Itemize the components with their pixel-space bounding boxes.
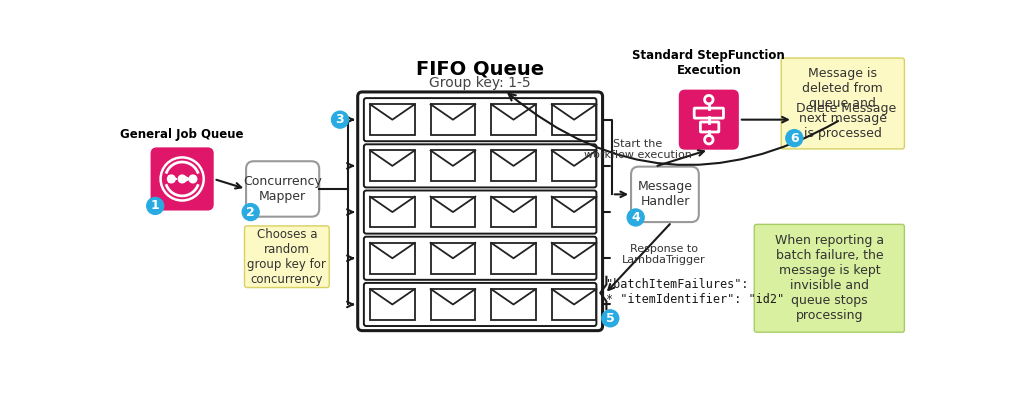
FancyBboxPatch shape	[357, 92, 602, 331]
Text: "batchItemFailures":
* "itemIdentifier": "id2": "batchItemFailures": * "itemIdentifier":…	[606, 278, 784, 306]
Bar	[492, 243, 536, 274]
Text: Delete Message: Delete Message	[796, 102, 896, 115]
Circle shape	[785, 130, 803, 147]
Text: Start the
workflow execution: Start the workflow execution	[584, 139, 692, 160]
Circle shape	[168, 175, 175, 183]
FancyBboxPatch shape	[631, 167, 698, 222]
FancyBboxPatch shape	[364, 191, 596, 234]
FancyBboxPatch shape	[364, 283, 596, 326]
Bar	[370, 197, 415, 227]
FancyBboxPatch shape	[781, 58, 904, 149]
Text: 3: 3	[336, 113, 344, 126]
Text: 4: 4	[632, 211, 640, 224]
FancyBboxPatch shape	[364, 98, 596, 141]
Bar	[431, 197, 475, 227]
Text: Response to
LambdaTrigger: Response to LambdaTrigger	[623, 243, 706, 265]
Text: 5: 5	[606, 312, 614, 325]
Bar	[552, 289, 596, 320]
Bar	[370, 289, 415, 320]
Bar	[552, 151, 596, 181]
Circle shape	[628, 209, 644, 226]
Text: Message is
deleted from
queue and
next message
is processed: Message is deleted from queue and next m…	[799, 67, 887, 140]
Text: When reporting a
batch failure, the
message is kept
invisible and
queue stops
pr: When reporting a batch failure, the mess…	[775, 234, 884, 322]
FancyBboxPatch shape	[246, 161, 319, 217]
FancyBboxPatch shape	[755, 224, 904, 332]
Bar	[370, 104, 415, 135]
Circle shape	[146, 197, 164, 214]
FancyBboxPatch shape	[364, 237, 596, 280]
Bar	[552, 104, 596, 135]
Circle shape	[602, 310, 618, 327]
Bar	[431, 151, 475, 181]
Text: General Job Queue: General Job Queue	[121, 128, 244, 141]
FancyBboxPatch shape	[364, 144, 596, 188]
Circle shape	[243, 204, 259, 221]
Text: Concurrency
Mapper: Concurrency Mapper	[243, 175, 323, 203]
Text: 6: 6	[790, 132, 799, 145]
Bar	[370, 243, 415, 274]
Text: Chooses a
random
group key for
concurrency: Chooses a random group key for concurren…	[248, 228, 327, 286]
Circle shape	[178, 175, 186, 183]
Bar	[552, 197, 596, 227]
Bar	[492, 197, 536, 227]
Circle shape	[332, 111, 348, 128]
Text: Message
Handler: Message Handler	[637, 180, 692, 208]
Bar	[492, 151, 536, 181]
Text: Group key: 1-5: Group key: 1-5	[429, 76, 531, 90]
Bar	[370, 151, 415, 181]
Text: 1: 1	[151, 199, 160, 212]
Bar	[431, 243, 475, 274]
FancyArrowPatch shape	[509, 94, 838, 165]
FancyBboxPatch shape	[151, 147, 214, 210]
Bar	[431, 289, 475, 320]
Bar	[492, 104, 536, 135]
FancyBboxPatch shape	[245, 226, 330, 288]
Text: FIFO Queue: FIFO Queue	[416, 59, 544, 78]
Text: 2: 2	[247, 206, 255, 219]
Bar	[552, 243, 596, 274]
Text: Standard StepFunction
Execution: Standard StepFunction Execution	[633, 49, 785, 77]
Bar	[492, 289, 536, 320]
Circle shape	[189, 175, 197, 183]
Bar	[431, 104, 475, 135]
FancyBboxPatch shape	[679, 89, 739, 150]
